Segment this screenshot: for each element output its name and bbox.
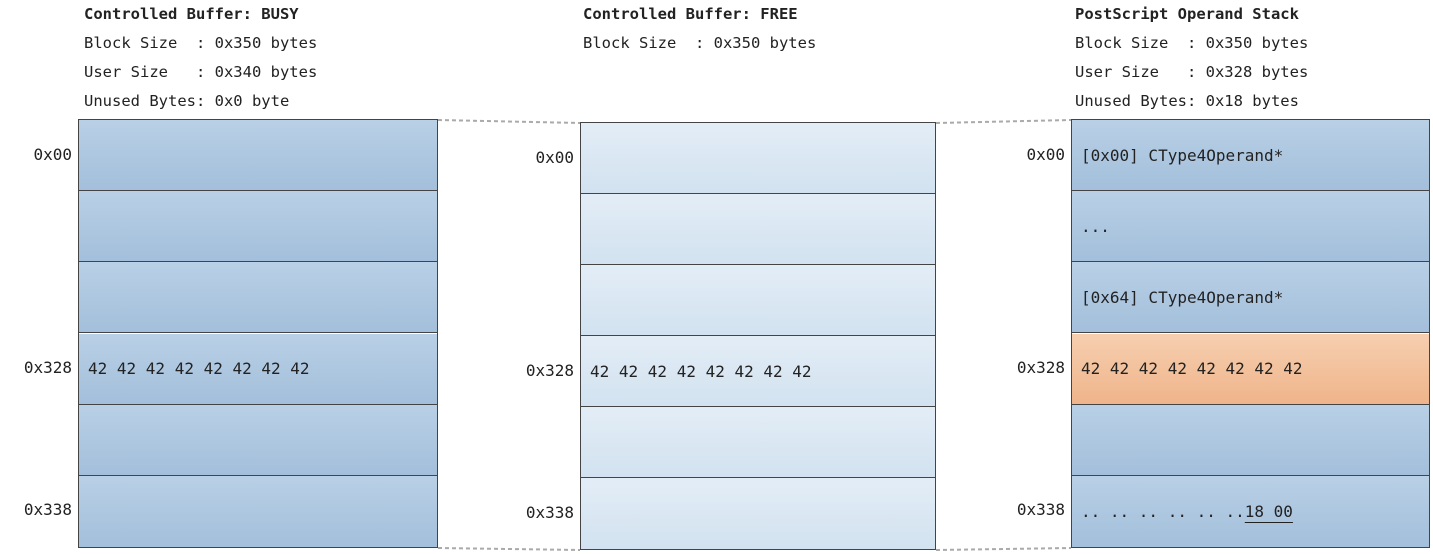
- memory-row: 42 42 42 42 42 42 42 42: [581, 336, 935, 407]
- memory-row: .. .. .. .. .. .. 18 00: [1072, 475, 1429, 547]
- row-content: .. .. .. .. .. ..: [1081, 501, 1245, 521]
- info-line: Block Size : 0x350 bytes: [1075, 34, 1309, 52]
- info-line: Unused Bytes: 0x0 byte: [84, 92, 290, 110]
- column-title: PostScript Operand Stack: [1075, 5, 1299, 23]
- connector: [935, 547, 1072, 551]
- offset-label: 0x338: [525, 502, 574, 522]
- info-line: User Size : 0x328 bytes: [1075, 63, 1309, 81]
- row-content-underlined: 18 00: [1244, 501, 1293, 521]
- offset-label: 0x328: [23, 358, 72, 378]
- info-line: Block Size : 0x350 bytes: [583, 34, 817, 52]
- memory-row: [581, 407, 935, 478]
- memory-block: [0x00] CType4Operand*... [0x64] CType4Ope…: [1071, 119, 1430, 548]
- connector: [935, 119, 1072, 124]
- memory-row: [79, 262, 437, 334]
- row-content: [0x64] CType4Operand*: [1081, 287, 1284, 307]
- offset-label: 0x00: [33, 144, 72, 164]
- info-line: User Size : 0x340 bytes: [84, 63, 318, 81]
- memory-row: ...: [1072, 191, 1429, 263]
- column-header: Controlled Buffer: BUSY Block Size : 0x35…: [84, 0, 317, 116]
- row-content: 42 42 42 42 42 42 42 42: [88, 359, 310, 379]
- connector: [437, 547, 581, 551]
- offset-label: 0x00: [535, 147, 574, 167]
- offset-label: 0x00: [1026, 144, 1065, 164]
- row-content: 42 42 42 42 42 42 42 42: [590, 361, 812, 381]
- memory-row: [79, 191, 437, 263]
- memory-row: [79, 475, 437, 547]
- column-header: PostScript Operand Stack Block Size : 0x3…: [1075, 0, 1308, 116]
- memory-row: [1072, 404, 1429, 476]
- offset-label: 0x328: [1016, 358, 1065, 378]
- offset-label: 0x338: [1016, 500, 1065, 520]
- info-line: Unused Bytes: 0x18 bytes: [1075, 92, 1299, 110]
- memory-block: 42 42 42 42 42 42 42 42: [78, 119, 438, 548]
- row-content: 42 42 42 42 42 42 42 42: [1081, 359, 1303, 379]
- connector: [437, 119, 581, 124]
- memory-row: 42 42 42 42 42 42 42 42: [1072, 333, 1429, 405]
- memory-row: [79, 120, 437, 192]
- memory-row: [581, 478, 935, 549]
- offset-label: 0x338: [23, 500, 72, 520]
- memory-row: [581, 194, 935, 265]
- info-line: Block Size : 0x350 bytes: [84, 34, 318, 52]
- column-header: Controlled Buffer: FREE Block Size : 0x35…: [583, 0, 816, 58]
- row-content: [0x00] CType4Operand*: [1081, 145, 1284, 165]
- memory-row: [0x64] CType4Operand*: [1072, 262, 1429, 334]
- row-content: ...: [1081, 216, 1110, 236]
- memory-row: [581, 265, 935, 336]
- column-title: Controlled Buffer: BUSY: [84, 5, 299, 23]
- memory-row: [0x00] CType4Operand*: [1072, 120, 1429, 192]
- column-title: Controlled Buffer: FREE: [583, 5, 798, 23]
- offset-label: 0x328: [525, 360, 574, 380]
- memory-row: [581, 123, 935, 194]
- memory-row: 42 42 42 42 42 42 42 42: [79, 333, 437, 405]
- memory-block: 42 42 42 42 42 42 42 42: [580, 122, 936, 550]
- memory-row: [79, 404, 437, 476]
